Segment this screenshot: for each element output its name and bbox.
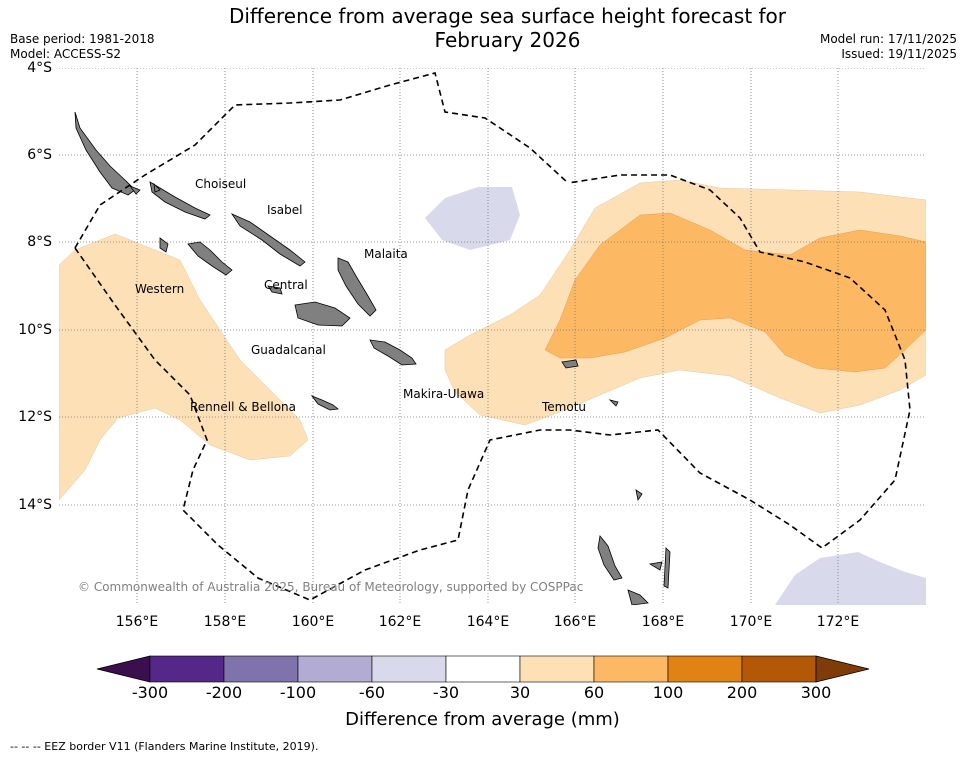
island-choiseul	[74, 111, 136, 196]
island-choiseul-b	[149, 181, 211, 220]
island-rennell	[310, 395, 339, 411]
anomaly-neg-60-30-north	[425, 187, 520, 250]
issued-date: Issued: 19/11/2025	[841, 47, 957, 61]
place-western: Western	[135, 282, 185, 296]
lon-label-168e: 168°E	[641, 614, 685, 630]
island-vanuatu-a	[597, 535, 623, 581]
lon-label-160e: 160°E	[291, 614, 335, 630]
colorbar	[96, 655, 870, 683]
meta-right: Model run: 17/11/2025 Issued: 19/11/2025	[820, 32, 957, 62]
island-vanuatu-d	[663, 547, 671, 589]
island-temotu-a	[561, 359, 579, 369]
lat-label-8s: 8°S	[27, 234, 52, 250]
island-western-a	[187, 241, 233, 276]
colorbar-label: 30	[509, 683, 531, 702]
lat-label-10s: 10°S	[18, 322, 52, 338]
island-isabel	[230, 213, 306, 267]
colorbar-bin	[149, 655, 225, 683]
island-makira	[369, 339, 417, 366]
island-vanuatu-b	[627, 589, 649, 605]
place-guadalcanal: Guadalcanal	[251, 343, 326, 357]
colorbar-bin	[371, 655, 447, 683]
lon-label-156e: 156°E	[115, 614, 159, 630]
anomaly-neg-60-30-south	[775, 552, 926, 605]
eez-legend-note: -- -- -- EEZ border V11 (Flanders Marine…	[10, 740, 319, 753]
colorbar-bin	[667, 655, 743, 683]
island-temotu-b	[608, 399, 619, 407]
model-name: Model: ACCESS-S2	[10, 47, 122, 61]
graticule	[59, 68, 926, 605]
lon-label-164e: 164°E	[466, 614, 510, 630]
lat-label-14s: 14°S	[18, 497, 52, 513]
colorbar-label: -300	[131, 683, 169, 702]
base-period: Base period: 1981-2018	[10, 32, 155, 46]
colorbar-label: -60	[358, 683, 386, 702]
colorbar-label: 200	[726, 683, 758, 702]
island-central	[267, 285, 283, 295]
colorbar-bin	[741, 655, 817, 683]
colorbar-label: 300	[800, 683, 832, 702]
copyright-notice: © Commonwealth of Australia 2025, Bureau…	[78, 580, 584, 594]
lat-label-6s: 6°S	[27, 147, 52, 163]
colorbar-title: Difference from average (mm)	[345, 709, 620, 730]
island-vanuatu-e	[635, 489, 643, 502]
place-temotu: Temotu	[542, 400, 587, 414]
colorbar-arrow-right	[815, 655, 870, 683]
lon-label-162e: 162°E	[378, 614, 422, 630]
map-svg	[59, 68, 926, 605]
lat-label-12s: 12°S	[18, 409, 52, 425]
map-panel[interactable]	[59, 68, 926, 605]
island-small-a	[128, 185, 141, 195]
colorbar-label: 60	[583, 683, 605, 702]
colorbar-label: 100	[652, 683, 684, 702]
colorbar-bin	[519, 655, 595, 683]
island-vanuatu-c	[648, 561, 663, 571]
title-line-2: February 2026	[434, 28, 581, 52]
anomaly-30-60-west	[59, 233, 309, 501]
islands	[74, 111, 671, 605]
place-choiseul: Choiseul	[195, 177, 247, 191]
place-isabel: Isabel	[267, 203, 303, 217]
colorbar-label: -200	[205, 683, 243, 702]
colorbar-bin	[223, 655, 299, 683]
island-guadalcanal	[294, 301, 351, 327]
colorbar-bin	[593, 655, 669, 683]
meta-left: Base period: 1981-2018 Model: ACCESS-S2	[10, 32, 155, 62]
island-malaita	[337, 257, 377, 317]
place-central: Central	[264, 278, 308, 292]
place-malaita: Malaita	[364, 247, 408, 261]
lon-label-172e: 172°E	[816, 614, 860, 630]
lat-label-4s: 4°S	[27, 60, 52, 76]
colorbar-bin	[297, 655, 373, 683]
colorbar-arrow-left	[96, 655, 151, 683]
anomaly-60-100	[544, 212, 926, 373]
lon-label-170e: 170°E	[729, 614, 773, 630]
colorbar-label: -30	[432, 683, 460, 702]
island-small-b	[153, 182, 161, 193]
lon-label-158e: 158°E	[203, 614, 247, 630]
place-rennell-bellona: Rennell & Bellona	[190, 400, 297, 414]
colorbar-label: -100	[279, 683, 317, 702]
title-line-1: Difference from average sea surface heig…	[228, 4, 787, 28]
colorbar-bin	[445, 655, 521, 683]
lon-label-166e: 166°E	[553, 614, 597, 630]
map-title: Difference from average sea surface heig…	[190, 4, 825, 52]
model-run: Model run: 17/11/2025	[819, 32, 957, 46]
place-makira-ulawa: Makira-Ulawa	[403, 387, 485, 401]
island-western-b	[159, 237, 169, 253]
eez-solomon	[74, 72, 911, 601]
